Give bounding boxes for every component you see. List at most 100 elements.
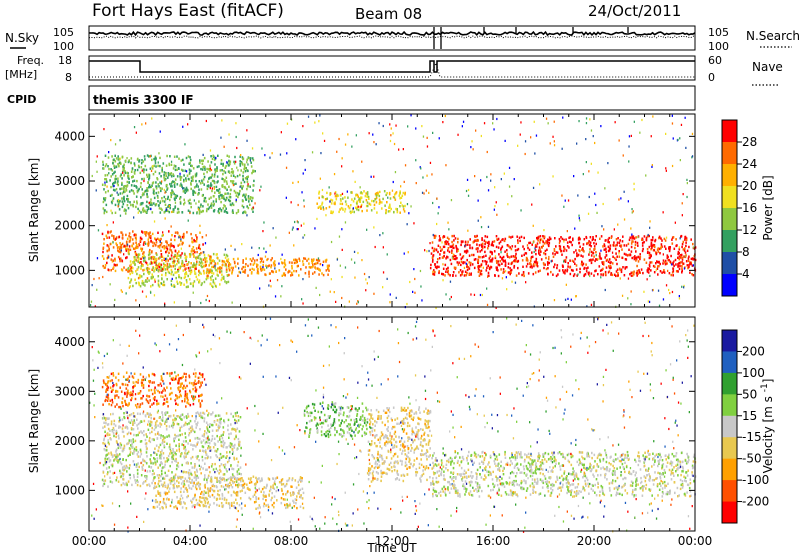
data-cell xyxy=(180,377,183,380)
data-cell xyxy=(633,257,636,261)
data-cell xyxy=(282,482,285,486)
data-cell xyxy=(448,250,451,254)
data-cell xyxy=(600,249,602,252)
data-cell xyxy=(128,190,131,193)
data-cell xyxy=(619,277,621,280)
data-cell xyxy=(588,195,590,199)
data-cell xyxy=(459,274,462,277)
data-cell xyxy=(200,492,202,495)
data-cell xyxy=(117,379,120,382)
data-cell xyxy=(161,180,163,183)
data-cell xyxy=(487,189,490,192)
data-cell xyxy=(107,245,110,248)
data-cell xyxy=(605,254,608,257)
data-cell xyxy=(224,205,226,208)
data-cell xyxy=(229,442,232,445)
data-cell xyxy=(241,162,243,165)
data-cell xyxy=(596,211,598,214)
data-cell xyxy=(163,481,166,484)
data-cell xyxy=(192,167,195,170)
data-cell xyxy=(142,192,144,195)
data-cell xyxy=(256,271,259,275)
data-cell xyxy=(135,259,138,262)
data-cell xyxy=(673,264,675,268)
data-cell xyxy=(432,233,434,237)
data-cell xyxy=(686,264,689,267)
data-cell xyxy=(569,236,571,239)
data-cell xyxy=(568,236,570,240)
data-cell xyxy=(446,255,448,258)
data-cell xyxy=(145,231,147,235)
data-cell xyxy=(368,276,370,279)
data-cell xyxy=(194,386,197,389)
data-cell xyxy=(502,238,504,241)
data-cell xyxy=(445,164,447,167)
data-cell xyxy=(223,496,226,500)
data-cell xyxy=(479,269,482,273)
data-cell xyxy=(214,168,216,171)
data-cell xyxy=(402,148,404,151)
data-cell xyxy=(211,259,214,263)
data-cell xyxy=(291,271,293,275)
data-cell xyxy=(198,209,201,212)
data-cell xyxy=(570,241,572,244)
data-cell xyxy=(271,496,273,500)
data-cell xyxy=(175,467,178,471)
data-cell xyxy=(247,163,249,166)
data-cell xyxy=(382,124,384,128)
data-cell xyxy=(195,267,197,270)
data-cell xyxy=(198,200,200,203)
data-cell xyxy=(272,486,274,489)
data-cell xyxy=(535,245,538,248)
data-cell xyxy=(206,427,209,430)
data-cell xyxy=(190,250,193,253)
data-cell xyxy=(684,251,687,254)
data-cell xyxy=(108,151,110,154)
data-cell xyxy=(245,263,247,266)
data-cell xyxy=(483,122,486,125)
data-cell xyxy=(570,298,572,301)
data-cell xyxy=(151,392,154,396)
data-cell xyxy=(503,172,505,175)
data-cell xyxy=(171,181,173,184)
data-cell xyxy=(234,265,237,268)
data-cell xyxy=(179,377,182,380)
data-cell xyxy=(265,273,267,277)
data-cell xyxy=(444,242,447,245)
data-cell xyxy=(179,256,182,259)
data-cell xyxy=(635,259,637,262)
data-cell xyxy=(111,398,113,402)
data-cell xyxy=(632,240,634,243)
data-cell xyxy=(153,457,155,460)
data-cell xyxy=(531,251,533,254)
data-cell xyxy=(153,242,156,245)
data-cell xyxy=(280,496,283,500)
data-cell xyxy=(501,277,504,280)
data-cell xyxy=(280,131,282,134)
data-cell xyxy=(173,255,175,259)
data-cell xyxy=(120,173,122,176)
data-cell xyxy=(230,483,232,487)
data-cell xyxy=(198,263,201,266)
data-cell xyxy=(140,162,143,165)
data-cell xyxy=(500,247,503,250)
data-cell xyxy=(588,240,590,243)
data-cell xyxy=(160,282,163,285)
data-cell xyxy=(219,194,222,197)
data-cell xyxy=(171,257,173,260)
data-cell xyxy=(210,182,212,185)
data-cell xyxy=(338,210,340,214)
data-cell xyxy=(246,180,249,183)
data-cell xyxy=(312,259,314,262)
data-cell xyxy=(216,479,218,482)
data-cell xyxy=(225,498,228,502)
data-cell xyxy=(146,400,149,403)
data-cell xyxy=(210,259,213,263)
data-cell xyxy=(136,256,139,259)
data-cell xyxy=(134,164,136,167)
data-cell xyxy=(173,285,175,288)
data-cell xyxy=(496,266,498,269)
data-cell xyxy=(486,287,488,290)
data-cell xyxy=(506,249,508,252)
data-cell xyxy=(595,242,597,246)
